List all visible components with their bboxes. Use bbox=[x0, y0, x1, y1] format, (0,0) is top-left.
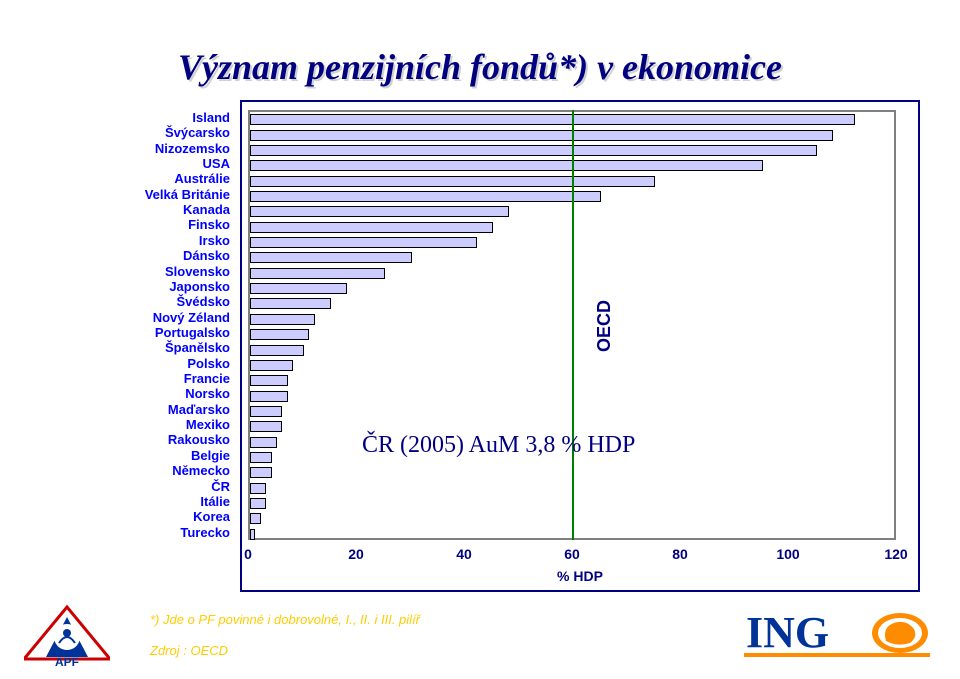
chart-bar bbox=[250, 314, 315, 325]
chart-bar bbox=[250, 513, 261, 524]
chart-category-label: Kanada bbox=[0, 202, 230, 217]
chart-category-label: Nizozemsko bbox=[0, 141, 230, 156]
chart-x-tick: 100 bbox=[768, 546, 808, 562]
chart-bar bbox=[250, 406, 282, 417]
footnote-line-1: *) Jde o PF povinné i dobrovolné, I., II… bbox=[150, 612, 420, 627]
chart-category-label: Dánsko bbox=[0, 248, 230, 263]
chart-category-label: Francie bbox=[0, 371, 230, 386]
chart-category-label: Turecko bbox=[0, 525, 230, 540]
chart-category-label: Finsko bbox=[0, 217, 230, 232]
slide: Význam penzijních fondů*) v ekonomice ze… bbox=[0, 0, 960, 679]
footnote-line-2: Zdroj : OECD bbox=[150, 643, 228, 658]
chart-bar bbox=[250, 345, 304, 356]
ing-logo: ING bbox=[742, 607, 932, 665]
footnote: *) Jde o PF povinné i dobrovolné, I., II… bbox=[150, 597, 420, 659]
chart-bar bbox=[250, 498, 266, 509]
chart-bar bbox=[250, 283, 347, 294]
chart-bar bbox=[250, 145, 817, 156]
chart-x-tick: 80 bbox=[660, 546, 700, 562]
chart-bar bbox=[250, 360, 293, 371]
chart-category-label: Korea bbox=[0, 509, 230, 524]
chart-category-label: Portugalsko bbox=[0, 325, 230, 340]
chart-category-label: USA bbox=[0, 156, 230, 171]
chart-category-label: Norsko bbox=[0, 386, 230, 401]
chart-bar bbox=[250, 329, 309, 340]
oecd-reference-line bbox=[572, 110, 574, 540]
chart-x-axis-label: % HDP bbox=[242, 568, 918, 584]
chart-bar bbox=[250, 483, 266, 494]
apf-logo: APF bbox=[24, 603, 110, 667]
chart-category-label: Švédsko bbox=[0, 294, 230, 309]
chart-bar bbox=[250, 452, 272, 463]
chart-bar bbox=[250, 375, 288, 386]
chart-bar bbox=[250, 252, 412, 263]
chart-category-label: Mexiko bbox=[0, 417, 230, 432]
chart-category-label: ČR bbox=[0, 479, 230, 494]
chart-bar bbox=[250, 130, 833, 141]
chart-category-label: Německo bbox=[0, 463, 230, 478]
title-line-1: Význam penzijních fondů*) v ekonomice bbox=[178, 47, 782, 87]
chart-category-label: Island bbox=[0, 110, 230, 125]
chart-bar bbox=[250, 176, 655, 187]
chart-category-label: Japonsko bbox=[0, 279, 230, 294]
chart-box: OECD ČR (2005) AuM 3,8 % HDP 02040608010… bbox=[240, 100, 920, 592]
chart-category-label: Rakousko bbox=[0, 432, 230, 447]
chart-x-tick: 0 bbox=[228, 546, 268, 562]
chart-bar bbox=[250, 268, 385, 279]
chart-bar bbox=[250, 191, 601, 202]
chart-x-tick: 40 bbox=[444, 546, 484, 562]
chart-category-label: Itálie bbox=[0, 494, 230, 509]
chart-category-label: Maďarsko bbox=[0, 402, 230, 417]
chart-category-label: Slovensko bbox=[0, 264, 230, 279]
chart-bar bbox=[250, 437, 277, 448]
chart-bar bbox=[250, 467, 272, 478]
chart-bar bbox=[250, 298, 331, 309]
chart-bar bbox=[250, 160, 763, 171]
svg-text:ING: ING bbox=[746, 608, 829, 657]
chart-annotation: ČR (2005) AuM 3,8 % HDP bbox=[362, 432, 635, 459]
chart-x-tick: 120 bbox=[876, 546, 916, 562]
chart-bar bbox=[250, 206, 509, 217]
chart-category-label: Nový Zéland bbox=[0, 310, 230, 325]
chart-category-label: Švýcarsko bbox=[0, 125, 230, 140]
chart-category-label: Austrálie bbox=[0, 171, 230, 186]
chart-bar bbox=[250, 114, 855, 125]
chart-category-label: Irsko bbox=[0, 233, 230, 248]
chart-category-label: Polsko bbox=[0, 356, 230, 371]
oecd-label: OECD bbox=[594, 300, 615, 352]
chart-bar bbox=[250, 222, 493, 233]
chart-x-tick: 60 bbox=[552, 546, 592, 562]
svg-text:APF: APF bbox=[55, 655, 79, 667]
chart-bar bbox=[250, 391, 288, 402]
chart-category-label: Španělsko bbox=[0, 340, 230, 355]
chart-bar bbox=[250, 529, 255, 540]
chart-bar bbox=[250, 421, 282, 432]
chart-category-label: Belgie bbox=[0, 448, 230, 463]
chart-category-label: Velká Británie bbox=[0, 187, 230, 202]
chart-bar bbox=[250, 237, 477, 248]
chart-x-ticks: 020406080100120 bbox=[248, 546, 896, 566]
chart-x-tick: 20 bbox=[336, 546, 376, 562]
